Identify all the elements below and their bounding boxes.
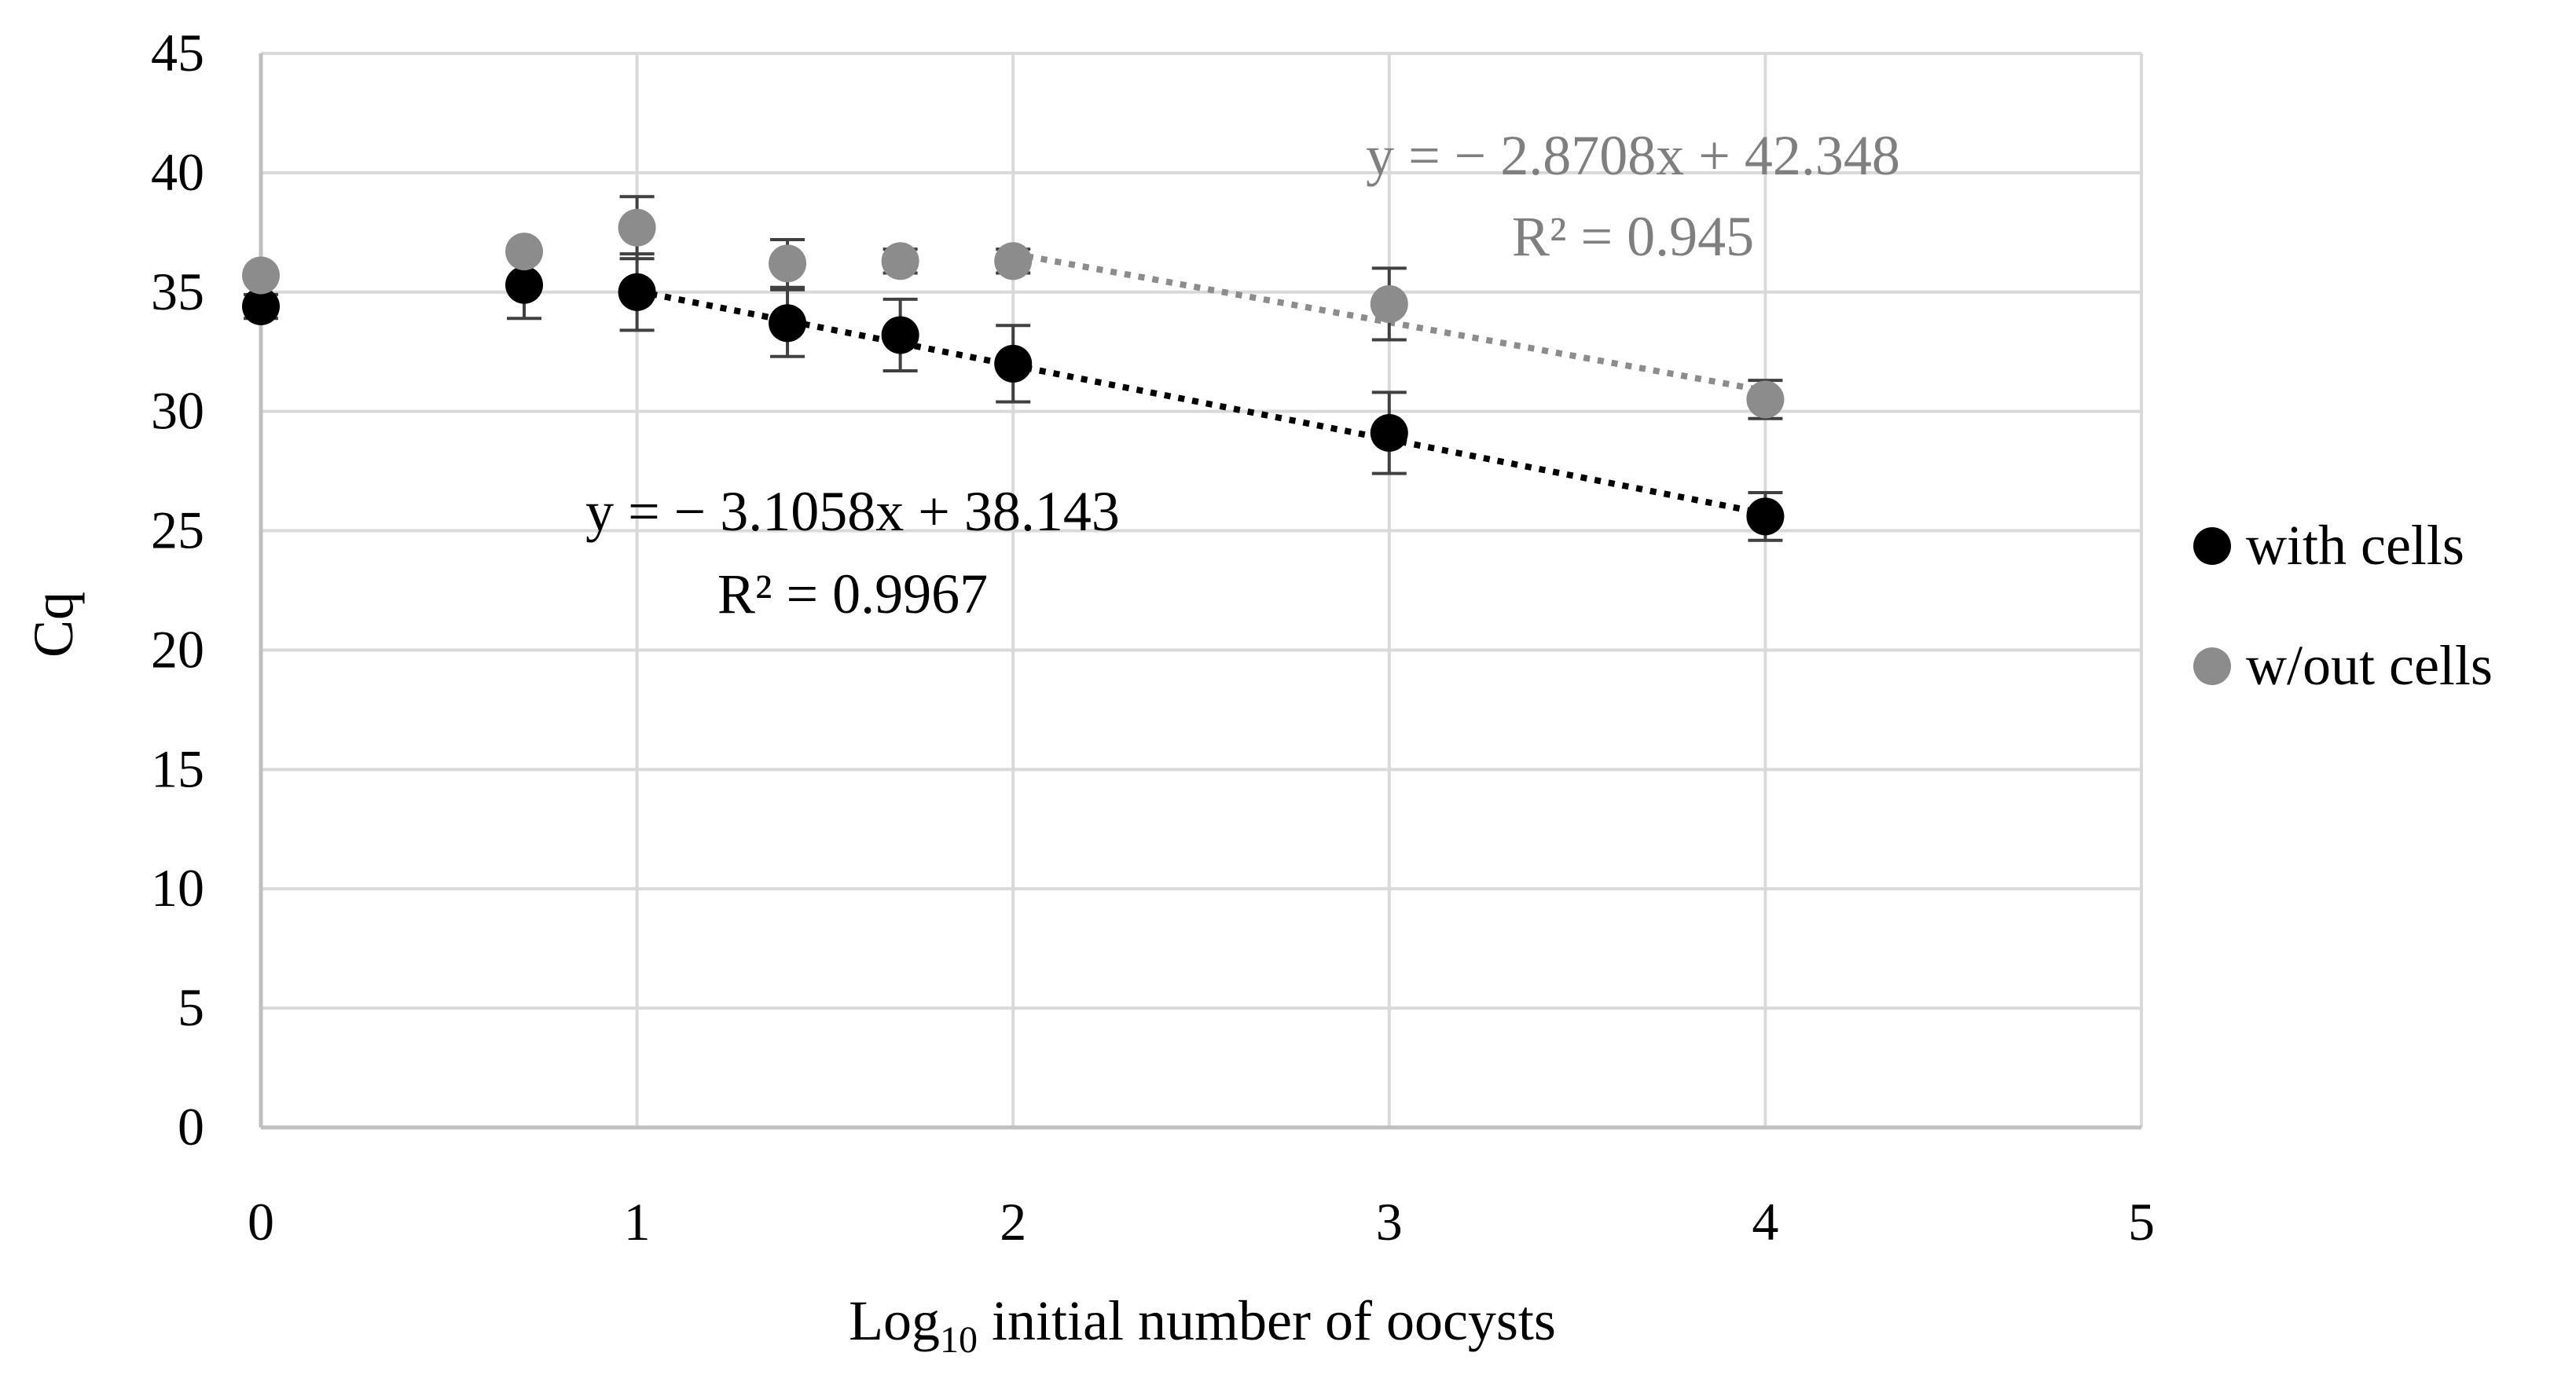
axes [259, 53, 2141, 1130]
y-tick-label: 20 [151, 619, 204, 679]
x-tick-label: 4 [1752, 1192, 1778, 1252]
y-tick-label: 15 [151, 739, 204, 798]
grid-lines [261, 52, 2143, 1127]
y-tick-label: 10 [151, 858, 204, 918]
data-point-without-cells [769, 244, 807, 283]
legend-marker-without-cells [2193, 647, 2231, 685]
data-point-without-cells [994, 242, 1033, 280]
x-tick-label: 5 [2128, 1192, 2155, 1252]
y-tick-label: 30 [151, 381, 204, 441]
y-tick-label: 40 [151, 142, 204, 202]
data-point-without-cells [881, 242, 919, 280]
x-axis-title: Log10 initial number of oocysts [849, 1289, 1556, 1361]
data-point-with-cells [769, 304, 807, 343]
x-axis-title-rest: initial number of oocysts [978, 1289, 1556, 1352]
data-point-without-cells [242, 256, 280, 295]
legend: with cells w/out cells [2193, 514, 2493, 697]
data-point-without-cells [618, 208, 656, 247]
data-point-with-cells [881, 316, 919, 354]
x-tick-label: 3 [1376, 1192, 1403, 1252]
trend-r2-without-cells: R² = 0.945 [1512, 205, 1754, 268]
data-point-without-cells [1370, 284, 1408, 323]
trend-r2-with-cells: R² = 0.9967 [717, 563, 988, 625]
data-point-without-cells [1746, 380, 1785, 419]
legend-marker-with-cells [2193, 527, 2231, 565]
data-points [242, 208, 1785, 536]
legend-label-without-cells: w/out cells [2246, 634, 2493, 697]
x-tick-label: 1 [624, 1192, 651, 1252]
legend-label-with-cells: with cells [2246, 514, 2464, 577]
y-axis-title: Cq [22, 592, 85, 658]
trend-equation-with-cells: y = − 3.1058x + 38.143 [585, 480, 1120, 543]
data-point-with-cells [1746, 497, 1785, 536]
trend-equation-without-cells: y = − 2.8708x + 42.348 [1366, 124, 1900, 187]
x-tick-label: 2 [1000, 1192, 1026, 1252]
x-tick-label: 0 [248, 1192, 274, 1252]
y-tick-label: 25 [151, 500, 204, 560]
data-point-without-cells [505, 233, 544, 271]
data-point-with-cells [1370, 414, 1408, 453]
y-tick-label: 0 [178, 1097, 204, 1157]
y-tick-label: 45 [151, 23, 204, 82]
x-axis-title-subscript: 10 [940, 1319, 978, 1361]
y-tick-label: 5 [178, 977, 204, 1037]
data-point-with-cells [505, 266, 544, 304]
data-point-with-cells [994, 344, 1033, 383]
x-axis-title-main: Log [849, 1289, 940, 1352]
data-point-with-cells [242, 288, 280, 326]
data-point-with-cells [618, 273, 656, 311]
y-tick-label: 35 [151, 262, 204, 321]
trend-equations: y = − 3.1058x + 38.143 R² = 0.9967 y = − 2… [585, 124, 1900, 625]
